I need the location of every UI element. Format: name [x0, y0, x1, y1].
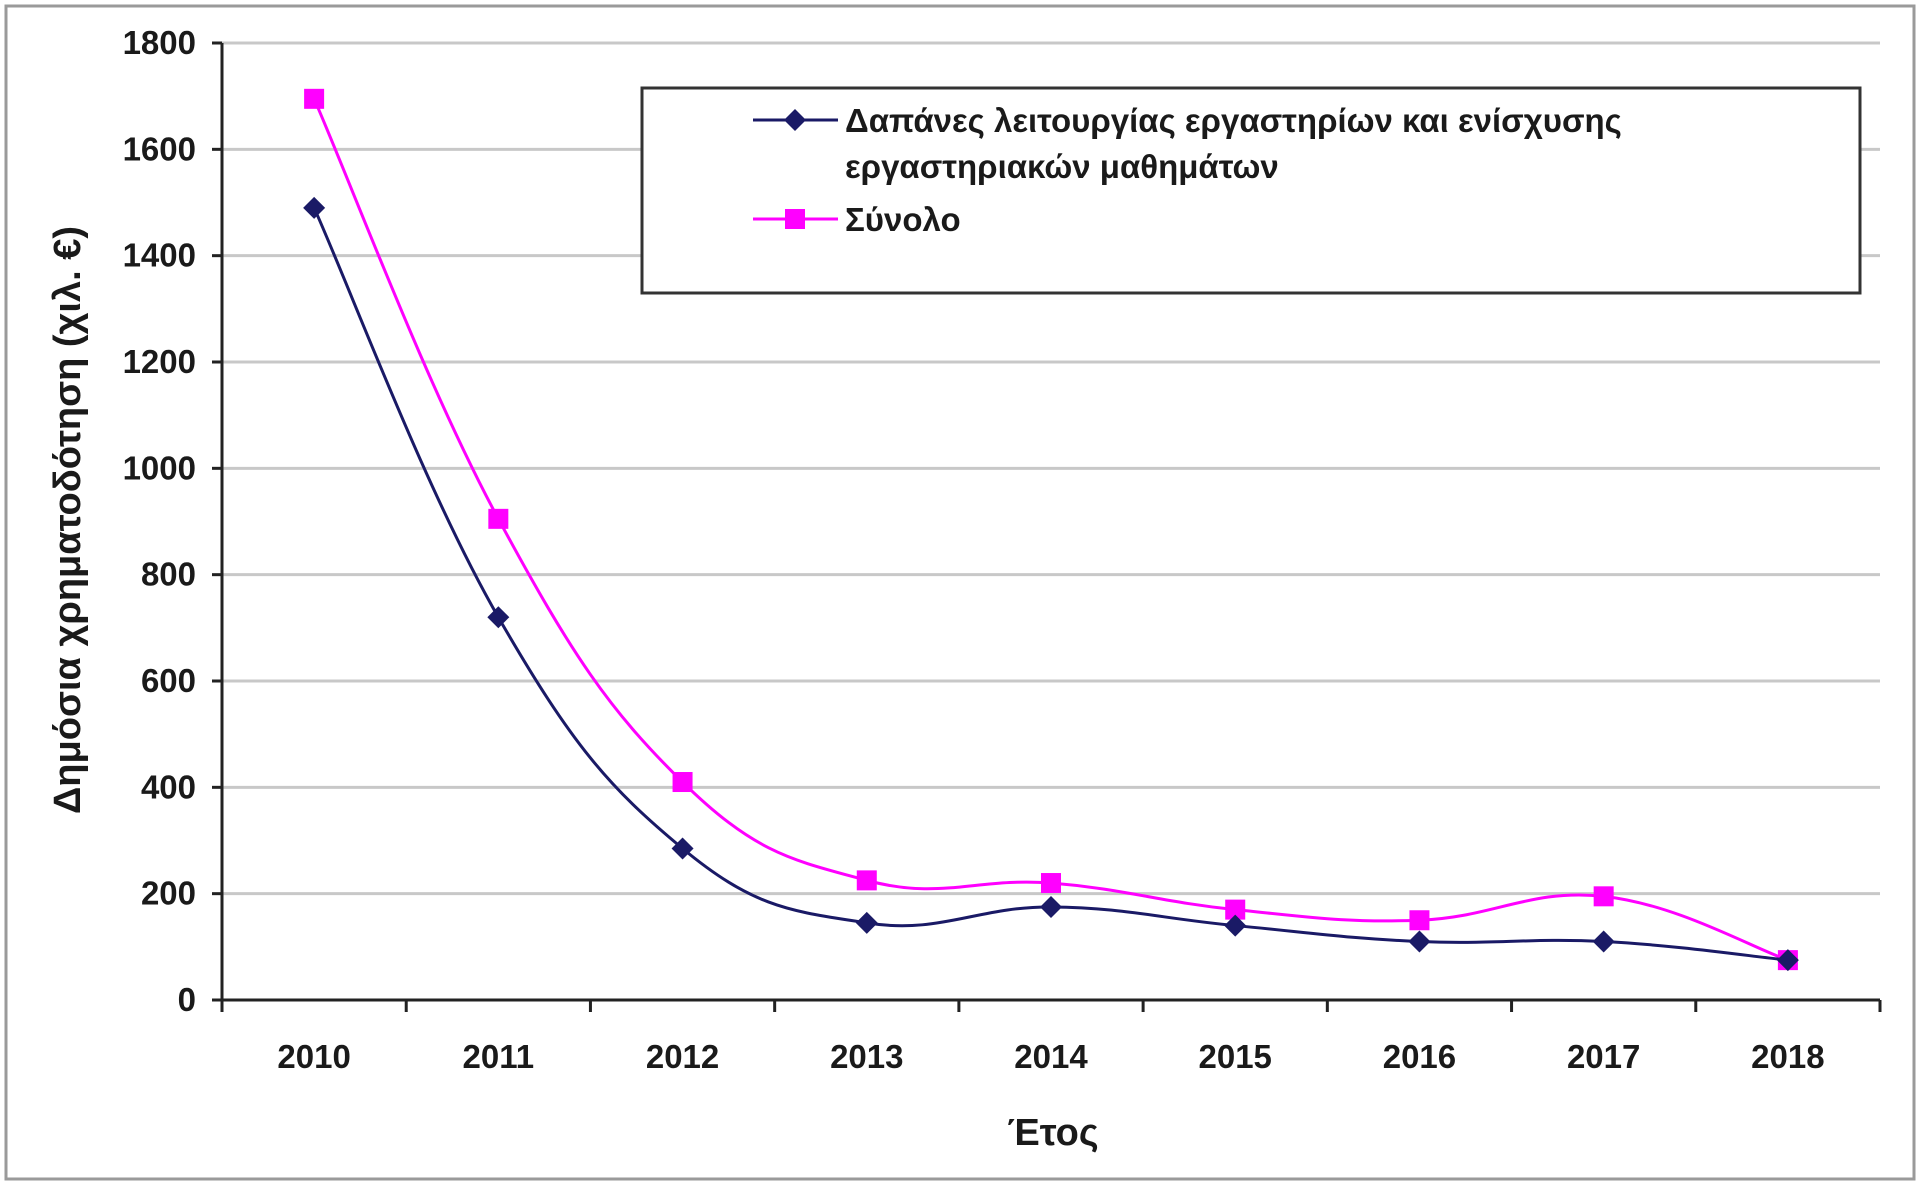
legend-box	[640, 86, 1862, 295]
legend-label-0: Δαπάνες λειτουργίας εργαστηρίων και ενίσ…	[845, 102, 1622, 139]
x-tick-label: 2012	[646, 1038, 719, 1075]
y-tick-label: 1800	[123, 24, 196, 61]
legend-marker-1	[785, 209, 805, 229]
x-tick-label: 2011	[463, 1038, 535, 1075]
x-tick-label: 2010	[277, 1038, 350, 1075]
y-tick-label: 1000	[123, 449, 196, 486]
y-tick-label: 1400	[123, 237, 196, 274]
data-point-0-0	[303, 196, 326, 219]
x-tick-label: 2017	[1567, 1038, 1640, 1075]
y-tick-label: 1600	[123, 130, 196, 167]
y-tick-label: 400	[141, 768, 196, 805]
y-tick-label: 1200	[123, 343, 196, 380]
y-axis-title: Δημόσια χρηματοδότηση (χιλ. €)	[47, 226, 89, 814]
data-point-0-5	[1224, 914, 1247, 937]
y-tick-label: 800	[141, 556, 196, 593]
data-point-0-2	[671, 837, 694, 860]
y-tick-label: 600	[141, 662, 196, 699]
x-tick-label: 2016	[1383, 1038, 1456, 1075]
x-axis-title: Έτος	[1007, 1112, 1098, 1154]
data-point-1-6	[1409, 910, 1430, 931]
data-point-1-0	[304, 88, 325, 109]
y-tick-label: 0	[178, 981, 196, 1018]
data-point-0-1	[487, 606, 510, 629]
x-tick-label: 2014	[1014, 1038, 1088, 1075]
legend: Δαπάνες λειτουργίας εργαστηρίων και ενίσ…	[640, 86, 1862, 295]
data-point-0-8	[1776, 949, 1799, 972]
data-point-0-7	[1592, 930, 1615, 953]
x-tick-label: 2015	[1199, 1038, 1272, 1075]
legend-marker-0	[784, 109, 806, 131]
x-tick-label: 2018	[1751, 1038, 1824, 1075]
data-point-1-7	[1593, 886, 1614, 907]
legend-label-1: Σύνολο	[845, 201, 961, 238]
data-point-1-1	[488, 508, 509, 529]
x-tick-label: 2013	[830, 1038, 903, 1075]
data-point-0-3	[855, 911, 878, 934]
y-tick-label: 200	[141, 875, 196, 912]
data-point-1-5	[1225, 899, 1246, 920]
data-point-0-4	[1040, 895, 1062, 918]
data-point-1-4	[1041, 873, 1061, 894]
axes: 0 200 400 600 800 1000 1200 1400 1600 1800 2010 201…	[123, 24, 1882, 1075]
data-point-1-2	[672, 772, 693, 793]
legend-label-0: εργαστηριακών μαθημάτων	[845, 148, 1279, 185]
series-group	[303, 88, 1799, 972]
data-point-0-6	[1408, 930, 1431, 953]
axis-labels: Έτος Δημόσια χρηματοδότηση (χιλ. €)	[47, 226, 1099, 1154]
data-point-1-3	[856, 870, 877, 891]
